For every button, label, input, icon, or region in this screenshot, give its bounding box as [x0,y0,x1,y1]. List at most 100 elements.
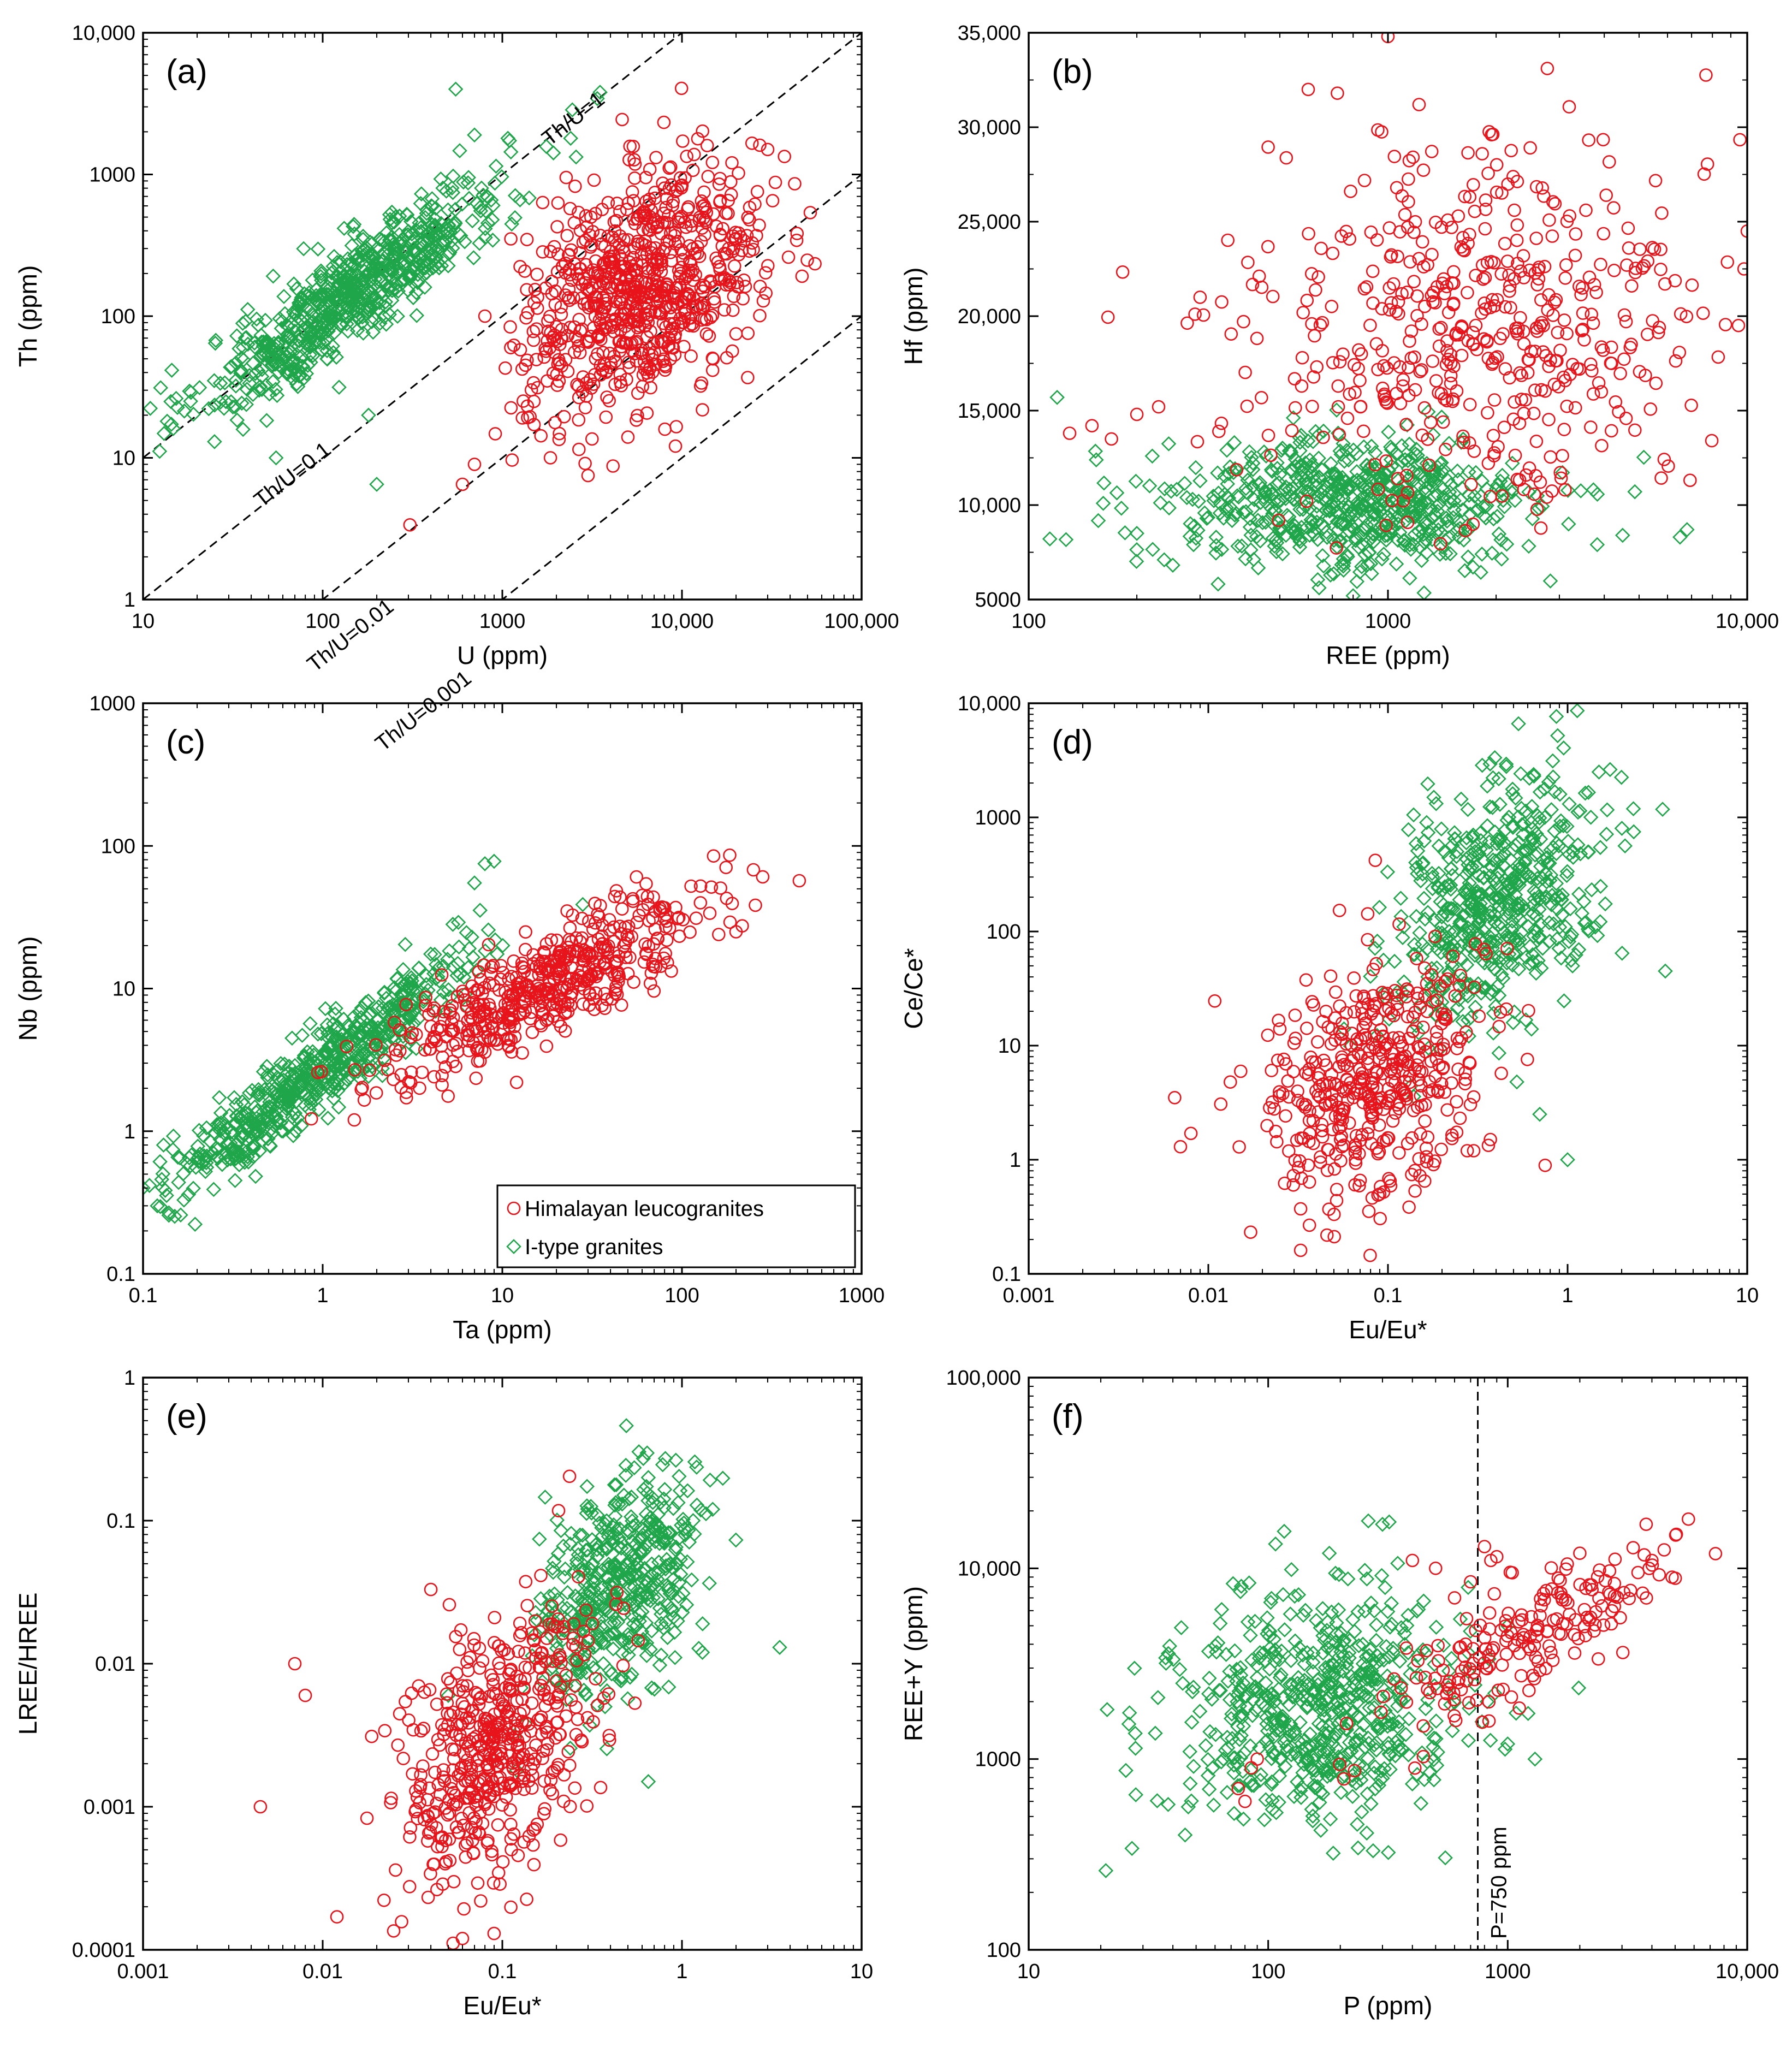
diamond-marker [1599,827,1615,842]
diamond-marker [1319,502,1334,518]
circle-marker [638,362,652,376]
circle-marker [1264,448,1278,462]
diamond-marker [262,1123,277,1139]
diamond-marker [507,210,523,226]
diamond-marker [248,1168,263,1184]
diamond-marker [1370,486,1386,502]
diamond-marker [1197,505,1213,521]
diamond-marker [212,376,228,391]
circle-marker [720,892,734,905]
circle-marker [561,291,575,305]
circle-marker [684,349,698,363]
circle-marker [394,1081,408,1095]
circle-marker [1542,213,1556,227]
circle-marker [627,975,640,989]
circle-marker [1556,449,1569,462]
diamond-marker [1426,790,1441,805]
circle-marker [484,960,499,974]
diamond-marker [1518,803,1534,819]
circle-marker [1469,318,1483,333]
circle-marker [721,193,735,207]
circle-marker [608,354,622,368]
circle-marker [1620,258,1634,272]
circle-marker [1400,468,1414,483]
diamond-marker [1306,469,1321,485]
diamond-marker [1506,946,1521,962]
circle-marker [504,341,518,355]
diamond-marker [1514,800,1529,816]
circle-marker [1551,325,1565,340]
circle-marker [1221,233,1235,247]
diamond-marker [229,328,245,343]
circle-marker [534,429,548,443]
diamond-marker [244,1083,260,1098]
diamond-marker [1397,533,1413,549]
diamond-marker [1573,846,1588,862]
circle-marker [595,237,608,251]
diamond-marker [389,971,405,987]
ratio-line-label: Th/U=1 [538,87,609,151]
circle-marker [1605,424,1618,438]
circle-marker [1375,986,1389,999]
diamond-marker [1219,442,1235,458]
circle-marker [618,307,632,321]
diamond-marker [445,917,461,932]
circle-marker [355,1081,369,1095]
diamond-marker [1456,532,1471,548]
diamond-marker [1177,476,1192,491]
diamond-marker [1499,536,1515,552]
circle-marker [1731,318,1746,333]
diamond-marker [431,973,447,989]
diamond-marker [300,358,316,373]
circle-marker [1457,435,1470,449]
circle-marker [494,959,508,972]
diamond-marker [1356,439,1372,455]
diamond-marker [386,214,402,230]
diamond-marker [1393,486,1409,502]
circle-marker [402,1075,416,1089]
circle-marker [722,241,735,256]
circle-marker [1313,318,1327,332]
circle-marker [1224,327,1238,341]
circle-marker [369,1038,383,1052]
circle-marker [520,283,533,297]
plot-area [143,849,806,1232]
diamond-marker [1437,844,1452,859]
diamond-marker [1299,519,1315,535]
circle-marker [643,162,657,176]
diamond-marker [1584,882,1599,898]
circle-marker [1255,390,1268,405]
circle-marker [1654,263,1668,276]
circle-marker [1445,1128,1459,1142]
diamond-marker [1617,838,1633,854]
circle-marker [693,896,708,910]
circle-marker [695,221,709,235]
circle-marker [394,1067,408,1082]
diamond-marker [1434,909,1450,925]
circle-marker [1479,302,1492,316]
circle-marker [1392,307,1405,321]
diamond-marker [419,265,435,281]
circle-marker [1326,1123,1339,1137]
diamond-marker [1438,511,1454,526]
diamond-marker [1562,796,1577,812]
circle-marker [1540,62,1554,75]
circle-marker [808,257,822,271]
diamond-marker [1378,512,1393,527]
diamond-marker [1144,448,1160,464]
circle-marker [427,1070,441,1084]
circle-marker [592,910,606,924]
diamond-marker [1434,410,1450,425]
diamond-marker [1337,453,1352,469]
diamond-marker [1573,483,1589,499]
circle-marker [608,234,622,248]
diamond-marker [495,938,511,953]
circle-marker [1501,177,1515,191]
diamond-marker [1344,479,1360,495]
circle-marker [1417,401,1432,415]
diamond-marker [156,426,172,441]
diamond-marker [488,158,504,174]
diamond-marker [1430,487,1445,502]
axis-ticks [142,32,863,601]
diamond-marker [1538,889,1554,904]
